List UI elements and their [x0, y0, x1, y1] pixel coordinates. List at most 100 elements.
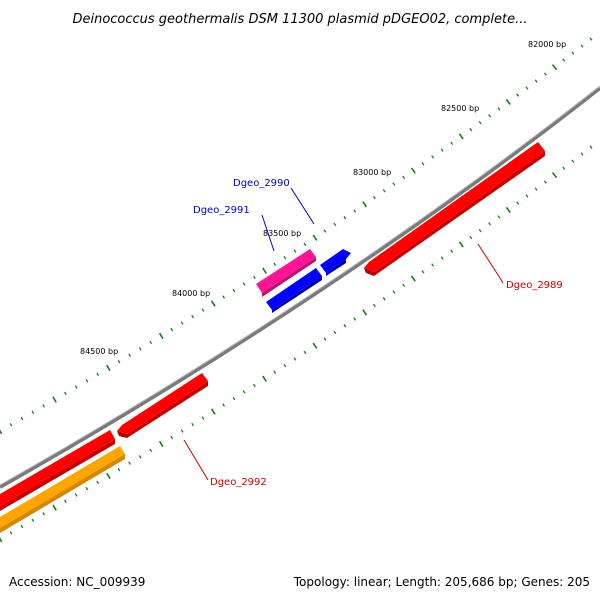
inner-tick-mark — [158, 440, 164, 448]
inner-tick-mark — [410, 275, 416, 282]
inner-tick-mark — [450, 249, 454, 253]
outer-tick-mark — [293, 249, 297, 253]
inner-tick-mark — [191, 422, 194, 427]
inner-tick-mark — [551, 172, 558, 179]
outer-tick-mark — [117, 359, 121, 364]
gene-label-dgeo-2990[interactable]: Dgeo_2990 — [233, 178, 290, 189]
inner-tick-mark — [353, 317, 357, 321]
outer-tick-mark — [497, 107, 501, 111]
outer-tick-mark — [158, 332, 164, 340]
inner-tick-mark — [252, 383, 256, 388]
inner-tick-mark — [525, 194, 529, 198]
inner-tick-mark — [589, 145, 593, 149]
outer-tick-mark — [450, 141, 454, 145]
inner-tick-mark — [382, 297, 386, 301]
outer-tick-mark — [525, 86, 529, 90]
inner-tick-mark — [478, 229, 482, 233]
outer-tick-mark — [571, 51, 575, 55]
inner-tick-mark — [421, 270, 425, 274]
gene-label-dgeo-2992[interactable]: Dgeo_2992 — [210, 477, 267, 488]
outer-tick-mark — [52, 396, 57, 403]
feature-pink[interactable] — [256, 249, 316, 297]
outer-tick-mark — [9, 423, 13, 427]
inner-tick-mark — [458, 241, 464, 248]
inner-tick-mark — [20, 524, 24, 529]
accession-text: Accession: NC_009939 — [9, 575, 145, 589]
inner-tick-mark — [580, 152, 584, 156]
outer-tick-mark — [31, 410, 35, 414]
inner-tick-mark — [516, 201, 520, 205]
inner-tick-mark — [562, 166, 566, 170]
outer-tick-mark — [589, 37, 593, 41]
outer-tick-mark — [562, 58, 566, 62]
outer-tick-mark — [362, 201, 368, 208]
topology-summary-text: Topology: linear; Length: 205,686 bp; Ge… — [293, 575, 590, 589]
outer-tick-mark — [242, 282, 246, 286]
inner-tick-mark — [402, 283, 406, 287]
inner-tick-mark — [488, 222, 492, 226]
outer-tick-mark — [138, 347, 142, 351]
feature-dgeo-2992[interactable] — [117, 373, 208, 438]
feature-dgeo-2991[interactable] — [266, 268, 322, 313]
inner-tick-mark — [497, 215, 501, 219]
outer-tick-mark — [382, 189, 386, 193]
outer-tick-mark — [201, 308, 205, 312]
outer-tick-mark — [458, 133, 464, 140]
outer-tick-mark — [106, 364, 111, 372]
outer-tick-mark — [20, 416, 24, 421]
outer-tick-mark — [42, 404, 46, 408]
outer-tick-mark — [551, 64, 558, 71]
outer-tick-mark — [469, 127, 473, 132]
feature-dgeo-2990[interactable] — [320, 249, 351, 276]
inner-tick-mark — [505, 206, 511, 213]
tick-label-83500: 83500 bp — [263, 229, 301, 238]
leader-dgeo-2992 — [183, 439, 209, 481]
tick-label-82000: 82000 bp — [528, 40, 566, 49]
feature-red-left[interactable] — [0, 430, 115, 511]
outer-tick-mark — [410, 167, 416, 174]
feature-dgeo-2989[interactable] — [364, 142, 545, 276]
inner-tick-mark — [343, 324, 347, 328]
outer-tick-mark — [283, 255, 287, 260]
outer-tick-mark — [262, 267, 267, 274]
inner-tick-mark — [85, 486, 89, 491]
leader-dgeo-2990 — [290, 187, 315, 225]
outer-tick-mark — [303, 242, 307, 247]
inner-tick-mark — [362, 309, 368, 316]
inner-tick-mark — [431, 263, 435, 267]
inner-tick-mark — [96, 480, 100, 485]
map-title: Deinococcus geothermalis DSM 11300 plasm… — [72, 12, 527, 27]
inner-tick-mark — [303, 350, 307, 355]
outer-tick-mark — [323, 229, 327, 233]
inner-tick-mark — [232, 396, 236, 401]
gene-label-dgeo-2989[interactable]: Dgeo_2989 — [506, 280, 563, 291]
outer-tick-mark — [431, 155, 435, 159]
outer-tick-mark — [210, 300, 216, 307]
outer-tick-mark — [180, 321, 184, 325]
outer-tick-mark — [85, 378, 89, 383]
outer-tick-mark — [421, 162, 425, 166]
gene-label-dgeo-2991[interactable]: Dgeo_2991 — [193, 205, 250, 216]
inner-tick-mark — [106, 472, 111, 480]
inner-tick-mark — [440, 256, 444, 260]
inner-tick-mark — [392, 290, 396, 294]
outer-tick-mark — [232, 288, 236, 293]
inner-tick-mark — [283, 363, 287, 368]
outer-tick-mark — [273, 262, 277, 266]
outer-tick-mark — [580, 44, 584, 48]
leader-dgeo-2991 — [261, 214, 275, 252]
inner-tick-mark — [149, 448, 153, 453]
outer-tick-mark — [505, 98, 511, 105]
inner-tick-mark — [180, 429, 184, 433]
inner-tick-mark — [210, 408, 216, 415]
feature-orange-left[interactable] — [0, 446, 125, 533]
inner-tick-mark — [543, 180, 547, 184]
inner-tick-mark — [222, 403, 226, 407]
outer-tick-mark — [149, 340, 153, 345]
outer-tick-mark — [128, 353, 131, 357]
outer-tick-mark — [516, 93, 520, 97]
inner-tick-mark — [333, 330, 337, 335]
outer-tick-mark — [333, 222, 337, 227]
outer-tick-mark — [534, 79, 538, 83]
